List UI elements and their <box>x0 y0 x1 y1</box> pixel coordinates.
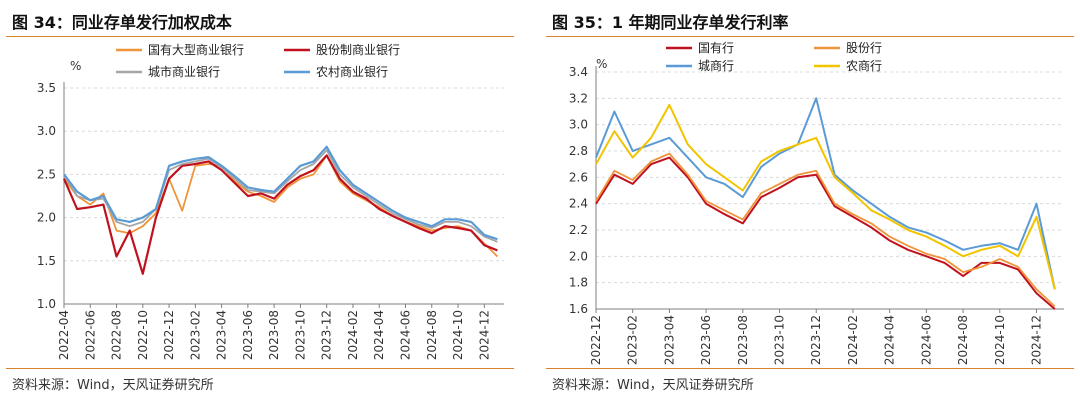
legend-label: 城商行 <box>698 58 734 73</box>
x-tick-label: 2022-08 <box>110 310 124 360</box>
title-rule <box>6 36 514 37</box>
x-tick-label: 2023-10 <box>293 310 307 360</box>
y-unit-label: % <box>70 59 81 73</box>
y-tick-label: 3.2 <box>569 91 588 105</box>
series-line-4 <box>63 145 498 241</box>
x-tick-label: 2024-04 <box>883 315 897 365</box>
y-tick-label: 2.4 <box>569 197 588 211</box>
chart-panel-34: 图 34：同业存单发行加权成本 1.0 1.5 2.0 2.5 3.0 3.5% 2022-… <box>6 0 514 403</box>
y-unit-label: % <box>596 57 607 71</box>
x-tick-label: 2024-10 <box>451 310 465 360</box>
source-rule <box>6 368 514 369</box>
series-line-2 <box>62 154 498 275</box>
x-tick-label: 2024-02 <box>346 310 360 360</box>
y-tick-label: 3.5 <box>37 81 56 95</box>
y-tick-label: 2.0 <box>569 249 588 263</box>
y-tick-label: 2.0 <box>37 211 56 225</box>
x-tick-label: 2022-06 <box>83 310 97 360</box>
y-tick-label: 3.0 <box>37 124 56 138</box>
x-tick-label: 2024-06 <box>919 315 933 365</box>
legend-label: 农商行 <box>846 58 882 73</box>
legend-label: 城市商业银行 <box>148 64 220 79</box>
y-tick-label: 1.5 <box>37 254 56 268</box>
title-rule <box>546 36 1074 37</box>
y-tick-label: 3.4 <box>569 65 588 79</box>
source-rule <box>546 368 1074 369</box>
series-line-1 <box>595 156 1056 310</box>
chart-panel-35: 图 35：1 年期同业存单发行利率 1.6 1.8 2.0 2.2 2.4 2.6 2.8 3… <box>546 0 1074 403</box>
legend-label: 股份制商业银行 <box>316 42 400 57</box>
y-tick-label: 2.6 <box>569 170 588 184</box>
line-chart-svg: 1.0 1.5 2.0 2.5 3.0 3.5% 2022-04 2022-06 2022-08… <box>37 42 504 360</box>
y-tick-label: 2.5 <box>37 167 56 181</box>
y-tick-label: 1.0 <box>37 297 56 311</box>
series-line-1 <box>63 154 499 258</box>
y-tick-label: 1.8 <box>569 276 588 290</box>
x-tick-label: 2023-06 <box>699 315 713 365</box>
x-tick-label: 2023-04 <box>662 315 676 365</box>
x-tick-label: 2024-04 <box>372 310 386 360</box>
figure-title: 图 34：同业存单发行加权成本 <box>12 13 232 32</box>
series-line-3 <box>63 149 498 243</box>
x-tick-label: 2022-10 <box>136 310 150 360</box>
y-tick-label: 2.8 <box>569 144 588 158</box>
x-tick-label: 2024-08 <box>956 315 970 365</box>
x-tick-label: 2023-06 <box>241 310 255 360</box>
x-tick-label: 2023-12 <box>809 315 823 365</box>
figure-title: 图 35：1 年期同业存单发行利率 <box>552 13 789 32</box>
series-line-2 <box>595 152 1056 308</box>
x-tick-label: 2022-12 <box>162 310 176 360</box>
series-line-3 <box>595 97 1056 290</box>
source-note: 资料来源：Wind，天风证券研究所 <box>12 378 214 393</box>
x-tick-label: 2023-10 <box>773 315 787 365</box>
legend-label: 股份行 <box>846 41 882 55</box>
x-tick-label: 2023-04 <box>215 310 229 360</box>
x-tick-label: 2024-06 <box>398 310 412 360</box>
x-tick-label: 2022-04 <box>57 310 71 360</box>
x-tick-label: 2024-12 <box>1029 315 1043 365</box>
x-tick-label: 2024-10 <box>993 315 1007 365</box>
x-tick-label: 2024-08 <box>425 310 439 360</box>
legend-label: 国有行 <box>698 41 734 55</box>
y-tick-label: 3.0 <box>569 118 588 132</box>
x-tick-label: 2023-02 <box>188 310 202 360</box>
x-tick-label: 2023-02 <box>626 315 640 365</box>
series-line-4 <box>595 103 1056 290</box>
x-tick-label: 2024-02 <box>846 315 860 365</box>
y-tick-label: 2.2 <box>569 223 588 237</box>
x-tick-label: 2023-08 <box>267 310 281 360</box>
source-note: 资料来源：Wind，天风证券研究所 <box>552 378 754 393</box>
legend-label: 农村商业银行 <box>316 64 388 79</box>
x-tick-label: 2022-12 <box>589 315 603 365</box>
x-tick-label: 2024-12 <box>477 310 491 360</box>
x-tick-label: 2023-12 <box>320 310 334 360</box>
legend-label: 国有大型商业银行 <box>148 42 244 57</box>
line-chart-svg: 1.6 1.8 2.0 2.2 2.4 2.6 2.8 3.0 3.2 3.4% 2022-12 20… <box>569 41 1064 365</box>
x-tick-label: 2023-08 <box>736 315 750 365</box>
y-tick-label: 1.6 <box>569 302 588 316</box>
